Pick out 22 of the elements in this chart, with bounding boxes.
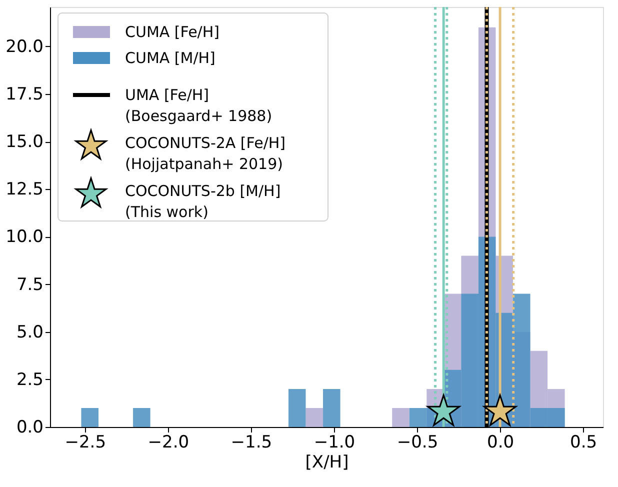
legend-label: COCONUTS-2A [Fe/H] (Hojjatpanah+ 2019) (125, 134, 286, 173)
x-tick-label: −1.0 (314, 432, 356, 452)
legend-label: CUMA [M/H] (125, 49, 216, 67)
y-tick-label: 0.0 (16, 418, 44, 438)
legend-label: UMA [Fe/H] (Boesgaard+ 1988) (125, 86, 272, 125)
y-tick-label: 2.5 (16, 370, 44, 390)
x-axis-title: [X/H] (305, 452, 349, 472)
y-tick-label: 15.0 (6, 132, 44, 152)
x-tick-label: −2.5 (64, 432, 106, 452)
x-tick-label: −1.5 (230, 432, 272, 452)
y-tick-label: 5.0 (16, 322, 44, 342)
x-tick-label: −0.5 (396, 432, 438, 452)
y-tick-label: 17.5 (6, 84, 44, 104)
legend-label: COCONUTS-2b [M/H] (This work) (125, 182, 281, 221)
y-tick-label: 12.5 (6, 180, 44, 200)
legend-label: CUMA [Fe/H] (125, 23, 220, 41)
x-tick-label: 0.5 (570, 432, 598, 452)
x-tick-label: 0.0 (487, 432, 514, 452)
x-tick-label: −2.0 (148, 432, 190, 452)
y-tick-label: 20.0 (6, 36, 44, 57)
y-tick-label: 10.0 (6, 227, 44, 248)
y-tick-label: 7.5 (16, 274, 44, 295)
